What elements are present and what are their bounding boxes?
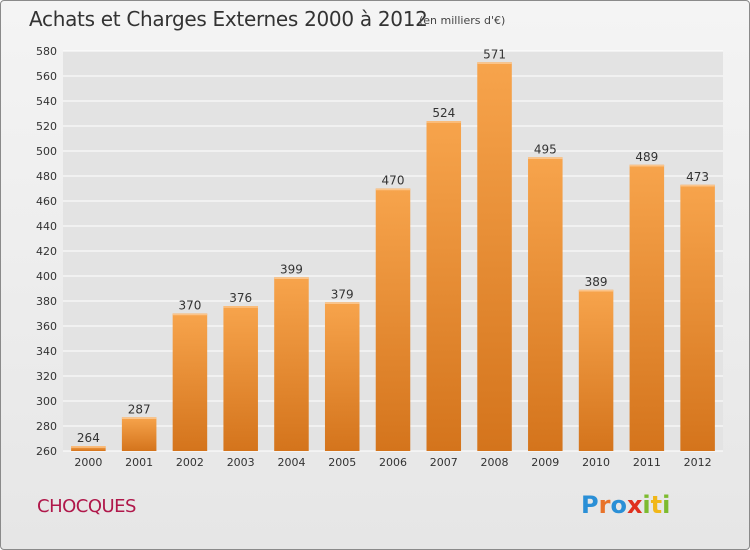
x-tick-label: 2012 <box>684 456 712 469</box>
bar <box>71 446 106 451</box>
y-tick-label: 340 <box>36 345 57 358</box>
y-tick-label: 440 <box>36 220 57 233</box>
bar <box>274 277 309 451</box>
data-label: 389 <box>585 275 608 289</box>
x-tick-label: 2002 <box>176 456 204 469</box>
data-label: 524 <box>432 106 455 120</box>
x-tick-label: 2004 <box>277 456 305 469</box>
bar <box>426 121 462 451</box>
bar <box>121 417 157 451</box>
bar <box>172 313 208 451</box>
data-label: 495 <box>534 142 557 156</box>
data-label: 287 <box>128 402 151 416</box>
bar <box>324 302 360 451</box>
chart-title: Achats et Charges Externes 2000 à 2012 <box>29 7 428 31</box>
y-tick-label: 460 <box>36 195 57 208</box>
bar <box>680 184 715 451</box>
logo-letter: x <box>626 491 643 519</box>
data-label: 571 <box>483 47 506 61</box>
y-tick-label: 560 <box>36 70 57 83</box>
logo-letter: o <box>610 491 627 519</box>
x-tick-label: 2011 <box>633 456 661 469</box>
y-tick-label: 300 <box>36 395 57 408</box>
x-tick-label: 2001 <box>125 456 153 469</box>
logo-letter: i <box>642 491 651 519</box>
chart-unit: (en milliers d'€) <box>419 14 506 27</box>
x-tick-label: 2000 <box>74 456 102 469</box>
y-tick-label: 420 <box>36 245 57 258</box>
y-tick-label: 280 <box>36 420 57 433</box>
data-label: 370 <box>178 299 201 313</box>
y-tick-label: 540 <box>36 95 57 108</box>
y-axis-ticks: 260 280 300 320 340 360 380 400 420 440 460 480 500 5… <box>36 45 57 458</box>
bar <box>629 164 665 451</box>
y-tick-label: 520 <box>36 120 57 133</box>
data-labels: 264 287 370 376 399 379 470 524 571 495 389 489 473 <box>77 47 709 445</box>
data-label: 473 <box>686 170 709 184</box>
x-tick-label: 2007 <box>430 456 458 469</box>
y-tick-label: 580 <box>36 45 57 58</box>
logo-letter: P <box>581 491 599 519</box>
y-tick-label: 380 <box>36 295 57 308</box>
bar <box>528 157 563 451</box>
y-tick-label: 500 <box>36 145 57 158</box>
y-tick-label: 260 <box>36 445 57 458</box>
x-tick-label: 2006 <box>379 456 407 469</box>
bar <box>375 188 411 451</box>
data-label: 379 <box>331 287 354 301</box>
commune-name: CHOCQUES <box>37 496 136 517</box>
x-tick-label: 2005 <box>328 456 356 469</box>
logo-letter: i <box>662 491 671 519</box>
x-axis-ticks: 2000 2001 2002 2003 2004 2005 2006 2007 2008 2009… <box>74 456 711 469</box>
proxiti-logo[interactable]: Proxiti <box>581 491 670 519</box>
logo-letter: t <box>650 491 663 519</box>
bar <box>477 62 512 451</box>
data-label: 376 <box>229 291 252 305</box>
data-label: 264 <box>77 431 100 445</box>
y-tick-label: 320 <box>36 370 57 383</box>
logo-letter: r <box>598 491 611 519</box>
bar <box>223 306 258 451</box>
bar <box>578 289 614 451</box>
x-tick-label: 2008 <box>481 456 509 469</box>
x-tick-label: 2003 <box>227 456 255 469</box>
x-tick-label: 2010 <box>582 456 610 469</box>
y-tick-label: 360 <box>36 320 57 333</box>
bars <box>71 62 715 451</box>
y-tick-label: 480 <box>36 170 57 183</box>
x-tick-label: 2009 <box>531 456 559 469</box>
data-label: 489 <box>635 150 658 164</box>
y-tick-label: 400 <box>36 270 57 283</box>
data-label: 470 <box>382 174 405 188</box>
data-label: 399 <box>280 262 303 276</box>
